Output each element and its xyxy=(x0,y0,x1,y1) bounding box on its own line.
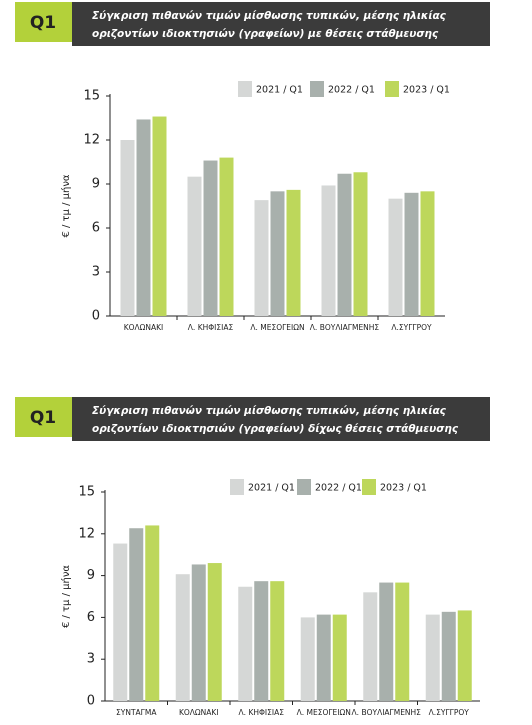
badge: Q1 xyxy=(30,408,56,428)
y-tick-label: 3 xyxy=(87,652,95,667)
chart-title: οριζοντίων ιδιοκτησιών (γραφείων) με θέσ… xyxy=(92,28,439,40)
bar xyxy=(379,582,394,701)
bar xyxy=(187,176,202,316)
bar xyxy=(425,614,440,701)
bar xyxy=(353,172,368,316)
header-bar xyxy=(72,2,490,46)
legend-swatch xyxy=(230,479,244,495)
bar xyxy=(219,157,234,316)
bar xyxy=(238,586,253,701)
badge: Q1 xyxy=(30,13,56,33)
bar xyxy=(316,614,331,701)
x-tick-label: ΚΟΛΩΝΑΚΙ xyxy=(124,323,164,332)
bar xyxy=(145,525,160,701)
x-tick-label: Λ. ΜΕΣΟΓΕΙΩΝ xyxy=(297,708,351,717)
legend-swatch xyxy=(310,81,324,97)
bar xyxy=(136,119,151,316)
bar xyxy=(395,582,410,701)
legend-swatch xyxy=(362,479,376,495)
bar xyxy=(404,192,419,316)
x-tick-label: Λ. ΒΟΥΛΙΑΓΜΕΝΗΣ xyxy=(310,323,380,332)
x-tick-label: ΚΟΛΩΝΑΚΙ xyxy=(179,708,219,717)
legend-label: 2023 / Q1 xyxy=(380,483,427,494)
legend-label: 2023 / Q1 xyxy=(403,85,450,96)
chart-title: Σύγκριση πιθανών τιμών μίσθωσης τυπικών,… xyxy=(92,405,447,417)
bar xyxy=(321,185,336,316)
legend-label: 2022 / Q1 xyxy=(328,85,375,96)
legend-label: 2022 / Q1 xyxy=(315,483,362,494)
y-tick-label: 12 xyxy=(83,133,100,148)
bar xyxy=(175,574,190,701)
bar xyxy=(286,189,301,316)
header-bar xyxy=(72,397,490,441)
badge-box xyxy=(15,2,72,42)
badge-box xyxy=(15,397,72,437)
bar xyxy=(270,581,285,701)
y-tick-label: 0 xyxy=(87,694,95,709)
bar xyxy=(254,581,269,701)
y-tick-label: 3 xyxy=(92,265,100,280)
y-tick-label: 0 xyxy=(92,309,100,324)
legend-label: 2021 / Q1 xyxy=(248,483,295,494)
legend-label: 2021 / Q1 xyxy=(256,85,303,96)
bar xyxy=(207,563,222,701)
x-tick-label: Λ.ΣΥΓΓΡΟΥ xyxy=(391,323,432,332)
chart-title: Σύγκριση πιθανών τιμών μίσθωσης τυπικών,… xyxy=(92,10,447,22)
legend-swatch xyxy=(297,479,311,495)
bar xyxy=(254,200,269,316)
y-axis-label: € / τμ / μήνα xyxy=(60,565,72,628)
bar xyxy=(337,173,352,316)
y-tick-label: 15 xyxy=(78,485,95,500)
bar xyxy=(203,160,218,316)
bar xyxy=(457,610,472,701)
y-tick-label: 12 xyxy=(78,526,95,541)
legend-swatch xyxy=(238,81,252,97)
legend-swatch xyxy=(385,81,399,97)
bar xyxy=(441,611,456,701)
bar xyxy=(120,140,135,316)
bar xyxy=(270,191,285,316)
bar xyxy=(388,198,403,316)
x-tick-label: Λ. ΒΟΥΛΙΑΓΜΕΝΗΣ xyxy=(352,708,422,717)
y-tick-label: 9 xyxy=(87,568,95,583)
y-tick-label: 6 xyxy=(92,221,100,236)
chart-title: οριζοντίων ιδιοκτησιών (γραφείων) δίχως … xyxy=(92,423,459,435)
bar xyxy=(113,543,128,701)
x-tick-label: Λ. ΚΗΦΙΣΙΑΣ xyxy=(239,708,285,717)
y-axis-label: € / τμ / μήνα xyxy=(60,174,72,237)
bar xyxy=(300,617,315,701)
bar xyxy=(363,592,378,701)
x-tick-label: ΣΥΝΤΑΓΜΑ xyxy=(116,708,157,717)
x-tick-label: Λ. ΚΗΦΙΣΙΑΣ xyxy=(188,323,234,332)
bar xyxy=(129,528,144,701)
y-tick-label: 15 xyxy=(83,89,100,104)
x-tick-label: Λ. ΜΕΣΟΓΕΙΩΝ xyxy=(250,323,304,332)
y-tick-label: 6 xyxy=(87,610,95,625)
y-tick-label: 9 xyxy=(92,177,100,192)
bar xyxy=(332,614,347,701)
bar xyxy=(152,116,167,317)
bar xyxy=(191,564,206,701)
bar xyxy=(420,191,435,316)
x-tick-label: Λ.ΣΥΓΓΡΟΥ xyxy=(429,708,470,717)
